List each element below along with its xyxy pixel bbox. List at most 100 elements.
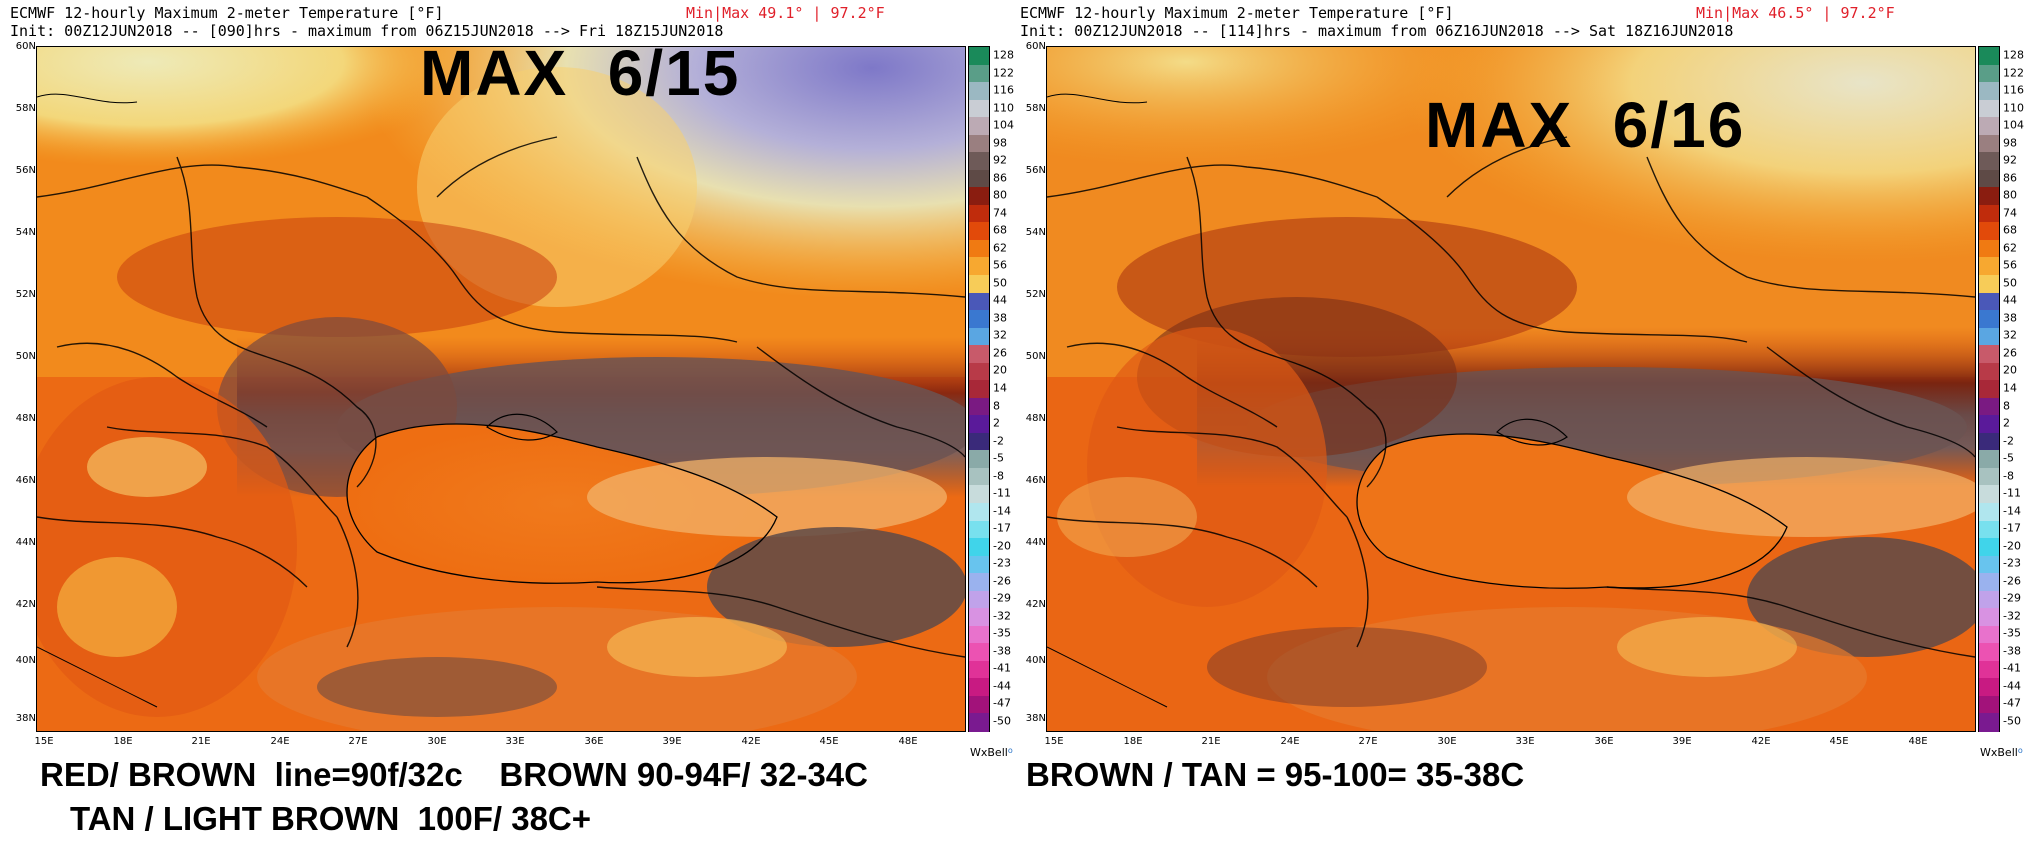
colorbar-segment (969, 397, 989, 416)
lat-label: 44N (15, 537, 36, 548)
colorbar-segment (1979, 204, 1999, 223)
lat-label: 52N (1025, 289, 1046, 300)
colorbar-segment (1979, 134, 1999, 153)
colorbar-segment (969, 204, 989, 223)
colorbar-tick-label: 128 (993, 48, 1014, 62)
lon-label: 21E (1201, 736, 1221, 747)
wxbell-watermark: WxBello (1980, 746, 2023, 759)
colorbar-tick-label: -41 (2003, 661, 2021, 675)
lat-label: 46N (1025, 475, 1046, 486)
colorbar-tick-label: 122 (993, 66, 1014, 80)
lon-label: 30E (427, 736, 447, 747)
colorbar-tick-label: -23 (993, 556, 1011, 570)
colorbar-segment (969, 485, 989, 504)
colorbar-tick-label: 104 (2003, 118, 2024, 132)
colorbar-segment (969, 467, 989, 487)
lon-label: 36E (584, 736, 604, 747)
legend-note-tan-light-brown: TAN / LIGHT BROWN 100F/ 38C+ (70, 800, 592, 837)
colorbar-segment (1979, 503, 1999, 522)
colorbar-tick-label: -35 (993, 626, 1011, 640)
colorbar-segment (969, 117, 989, 136)
panel-minmax: Min|Max 49.1° | 97.2°F (686, 4, 885, 22)
colorbar-segment (1979, 695, 1999, 715)
lon-label: 48E (1908, 736, 1928, 747)
colorbar-segment (969, 555, 989, 574)
colorbar-segment (1979, 362, 1999, 381)
colorbar-segment (969, 503, 989, 522)
lon-label: 42E (741, 736, 761, 747)
lat-label: 38N (1025, 713, 1046, 724)
colorbar-segment (1979, 608, 1999, 627)
lon-label: 18E (1123, 736, 1143, 747)
lon-label: 33E (505, 736, 525, 747)
colorbar-tick-label: -44 (2003, 679, 2021, 693)
lat-label: 50N (15, 351, 36, 362)
colorbar-segment (969, 415, 989, 434)
colorbar-segment (1979, 257, 1999, 276)
colorbar-tick-label: -20 (2003, 539, 2021, 553)
colorbar-segment (1979, 222, 1999, 241)
forecast-date-label: MAX 6/15 (420, 37, 741, 109)
colorbar-tick-label: -32 (993, 609, 1011, 623)
lat-label: 56N (15, 165, 36, 176)
colorbar-segment (969, 99, 989, 118)
colorbar-segment (1979, 380, 1999, 399)
colorbar-segment (969, 187, 989, 206)
colorbar-segment (1979, 590, 1999, 609)
colorbar-tick-label: 26 (2003, 346, 2017, 360)
colorbar-tick-label: -44 (993, 679, 1011, 693)
colorbar-tick-label: 62 (993, 241, 1007, 255)
lat-label: 58N (1025, 103, 1046, 114)
colorbar-segment (969, 695, 989, 715)
colorbar-tick-label: -29 (993, 591, 1011, 605)
lat-label: 42N (1025, 599, 1046, 610)
lat-label: 40N (15, 655, 36, 666)
lon-label: 48E (898, 736, 918, 747)
colorbar-segment (1979, 660, 1999, 679)
lat-label: 38N (15, 713, 36, 724)
temperature-colorbar (968, 46, 990, 732)
colorbar-segment (1979, 82, 1999, 101)
colorbar-tick-label: 98 (993, 136, 1007, 150)
colorbar-segment (1979, 678, 1999, 697)
colorbar-segment (969, 608, 989, 627)
colorbar-tick-label: 104 (993, 118, 1014, 132)
colorbar-tick-label: 86 (2003, 171, 2017, 185)
colorbar-tick-label: -50 (2003, 714, 2021, 728)
lon-label: 18E (113, 736, 133, 747)
colorbar-tick-label: 116 (993, 83, 1014, 97)
colorbar-tick-label: 56 (993, 258, 1007, 272)
colorbar-tick-label: 20 (2003, 363, 2017, 377)
colorbar-tick-label: -41 (993, 661, 1011, 675)
colorbar-segment (969, 152, 989, 171)
lat-label: 60N (15, 41, 36, 52)
lat-label: 54N (15, 227, 36, 238)
colorbar-segment (969, 678, 989, 697)
lon-label: 15E (34, 736, 54, 747)
colorbar-tick-label: -14 (2003, 504, 2021, 518)
colorbar-tick-label: 68 (993, 223, 1007, 237)
colorbar-segment (1979, 310, 1999, 329)
colorbar-segment (969, 643, 989, 662)
panel-minmax: Min|Max 46.5° | 97.2°F (1696, 4, 1895, 22)
colorbar-segment (1979, 625, 1999, 644)
colorbar-tick-label: 74 (2003, 206, 2017, 220)
lon-label: 24E (1280, 736, 1300, 747)
colorbar-tick-label: -17 (2003, 521, 2021, 535)
colorbar-segment (969, 82, 989, 101)
lat-label: 46N (15, 475, 36, 486)
lon-label: 30E (1437, 736, 1457, 747)
colorbar-segment (969, 275, 989, 294)
temperature-field (1047, 47, 1975, 731)
colorbar-segment (969, 432, 989, 451)
colorbar-segment (1979, 713, 1999, 732)
colorbar-tick-label: -32 (2003, 609, 2021, 623)
lat-label: 48N (1025, 413, 1046, 424)
colorbar-tick-label: -2 (2003, 434, 2014, 448)
colorbar-segment (969, 660, 989, 679)
colorbar-segment (1979, 432, 1999, 451)
colorbar-tick-label: -14 (993, 504, 1011, 518)
colorbar-tick-label: 80 (2003, 188, 2017, 202)
lat-label: 42N (15, 599, 36, 610)
colorbar-tick-label: 74 (993, 206, 1007, 220)
